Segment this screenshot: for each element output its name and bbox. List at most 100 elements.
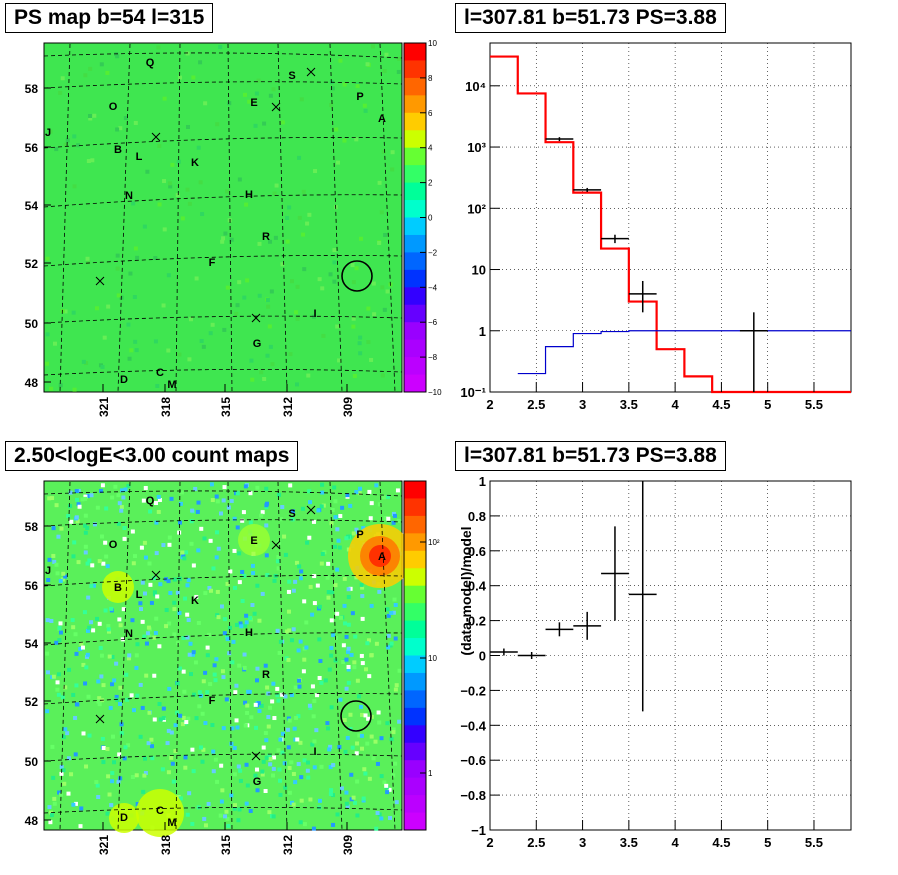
- count-map-noise-pixel: [172, 577, 177, 582]
- ps-map-noise-pixel: [363, 108, 368, 113]
- ps-map-noise-pixel: [377, 240, 382, 245]
- ps-map-noise-pixel: [90, 158, 95, 163]
- residual-x-tick-label: 5.5: [805, 835, 823, 850]
- count-map-noise-pixel: [67, 667, 72, 672]
- count-map-noise-pixel: [328, 765, 333, 770]
- ps-map-x-tick-label: 309: [341, 397, 355, 417]
- count-map-noise-pixel: [77, 504, 82, 509]
- count-map-noise-pixel: [302, 599, 307, 604]
- count-map-noise-pixel: [291, 802, 296, 807]
- count-map-noise-pixel: [123, 745, 128, 750]
- count-map-noise-pixel: [272, 716, 277, 721]
- count-map-noise-pixel: [181, 636, 186, 641]
- count-map-noise-pixel: [345, 493, 350, 498]
- count-map-noise-pixel: [249, 715, 254, 720]
- count-map-noise-pixel: [118, 702, 123, 707]
- count-map-noise-pixel: [304, 645, 309, 650]
- ps-map-noise-pixel: [273, 235, 278, 240]
- ps-map-colorbar-segment: [404, 357, 426, 376]
- count-map-latitude-line: [43, 490, 403, 497]
- count-map-noise-pixel: [106, 624, 111, 629]
- count-map-noise-pixel: [119, 722, 124, 727]
- count-map-noise-pixel: [286, 589, 291, 594]
- count-map-noise-pixel: [237, 580, 242, 585]
- count-map-noise-pixel: [130, 529, 135, 534]
- count-map-noise-pixel: [338, 697, 343, 702]
- count-map-noise-pixel: [245, 783, 250, 788]
- count-map-noise-pixel: [110, 682, 115, 687]
- count-map-noise-pixel: [354, 751, 359, 756]
- ps-map-noise-pixel: [170, 162, 175, 167]
- count-map-noise-pixel: [152, 717, 157, 722]
- count-map-noise-pixel: [129, 693, 134, 698]
- ps-map-noise-pixel: [262, 377, 267, 382]
- ps-map-noise-pixel: [289, 279, 294, 284]
- spectrum-y-tick-label: 10²: [467, 201, 486, 216]
- ps-map-noise-pixel: [382, 307, 387, 312]
- ps-map-source-label: J: [45, 127, 51, 139]
- count-map-noise-pixel: [122, 756, 127, 761]
- count-map-noise-pixel: [126, 656, 131, 661]
- count-map-noise-pixel: [76, 560, 81, 565]
- count-map-noise-pixel: [396, 519, 401, 524]
- count-map-noise-pixel: [50, 744, 55, 749]
- count-map-noise-pixel: [264, 505, 269, 510]
- count-map-noise-pixel: [261, 745, 266, 750]
- count-map-noise-pixel: [225, 581, 230, 586]
- count-map-noise-pixel: [218, 813, 223, 818]
- count-map-noise-pixel: [329, 653, 334, 658]
- ps-map-noise-pixel: [397, 56, 402, 61]
- ps-map-noise-pixel: [198, 180, 203, 185]
- ps-map-noise-pixel: [221, 236, 226, 241]
- ps-map-noise-pixel: [259, 370, 264, 375]
- ps-map-noise-pixel: [265, 298, 270, 303]
- count-map-noise-pixel: [308, 705, 313, 710]
- ps-map-noise-pixel: [58, 383, 63, 388]
- count-map-noise-pixel: [71, 625, 76, 630]
- count-map-noise-pixel: [354, 527, 359, 532]
- count-map-noise-pixel: [98, 646, 103, 651]
- ps-map-noise-pixel: [153, 339, 158, 344]
- count-map-noise-pixel: [280, 750, 285, 755]
- count-map-noise-pixel: [156, 509, 161, 514]
- count-map-noise-pixel: [235, 525, 240, 530]
- ps-map-noise-pixel: [118, 126, 123, 131]
- count-map-noise-pixel: [192, 692, 197, 697]
- count-map-noise-pixel: [300, 506, 305, 511]
- ps-map-noise-pixel: [307, 212, 312, 217]
- ps-map-source-label: S: [288, 70, 295, 82]
- count-map-noise-pixel: [105, 747, 110, 752]
- count-map-noise-pixel: [121, 607, 126, 612]
- count-map-noise-pixel: [169, 755, 174, 760]
- count-map-noise-pixel: [175, 710, 180, 715]
- count-map-noise-pixel: [306, 775, 311, 780]
- count-map-noise-pixel: [263, 789, 268, 794]
- ps-map-colorbar-segment: [404, 217, 426, 236]
- count-map-noise-pixel: [302, 657, 307, 662]
- count-map-noise-pixel: [333, 544, 338, 549]
- ps-map-noise-pixel: [185, 187, 190, 192]
- count-map-noise-pixel: [264, 503, 269, 508]
- count-map-noise-pixel: [183, 765, 188, 770]
- count-map-noise-pixel: [146, 625, 151, 630]
- count-map-noise-pixel: [101, 745, 106, 750]
- ps-map-noise-pixel: [157, 202, 162, 207]
- count-map-noise-pixel: [245, 710, 250, 715]
- count-map-noise-pixel: [359, 733, 364, 738]
- count-map-noise-pixel: [229, 741, 234, 746]
- count-map-noise-pixel: [248, 808, 253, 813]
- ps-map-noise-pixel: [371, 281, 376, 286]
- count-map-noise-pixel: [236, 818, 241, 823]
- count-map-noise-pixel: [271, 814, 276, 819]
- count-map-noise-pixel: [345, 804, 350, 809]
- count-map-noise-pixel: [360, 616, 365, 621]
- ps-map-noise-pixel: [88, 114, 93, 119]
- ps-map-noise-pixel: [81, 359, 86, 364]
- spectrum-x-tick-label: 3.5: [620, 397, 638, 412]
- count-map-noise-pixel: [344, 634, 349, 639]
- count-map-noise-pixel: [287, 628, 292, 633]
- count-map-noise-pixel: [152, 592, 157, 597]
- ps-map-noise-pixel: [280, 262, 285, 267]
- count-map-noise-pixel: [74, 489, 79, 494]
- count-map-source-label: J: [45, 565, 51, 577]
